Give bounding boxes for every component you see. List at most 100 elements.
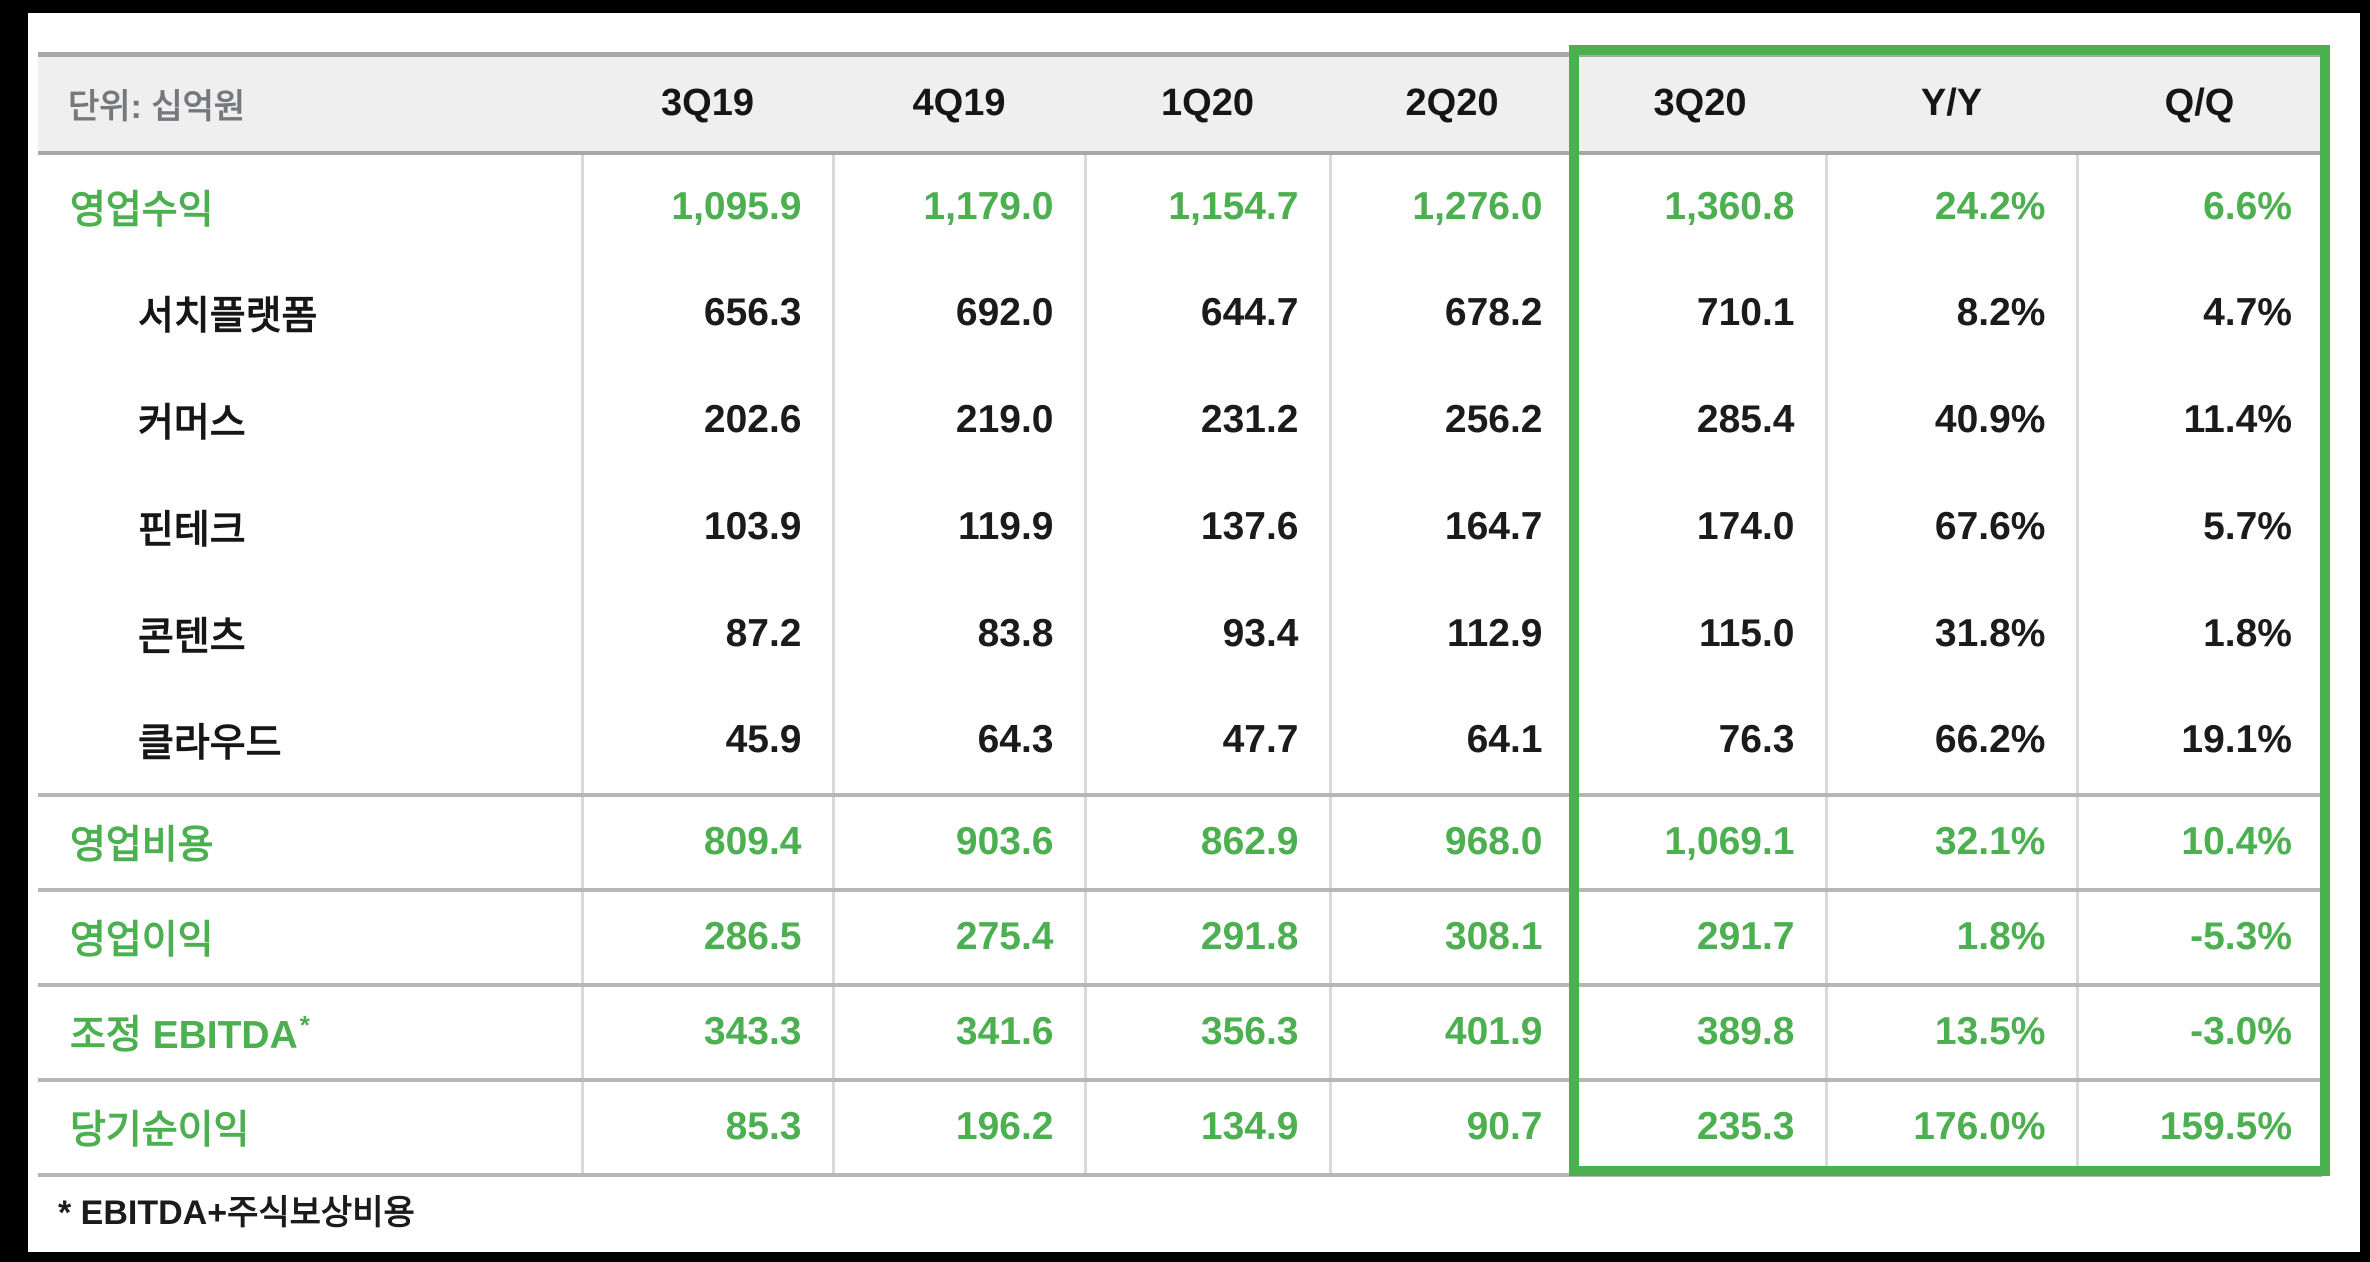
table-row: 당기순이익 85.3 196.2 134.9 90.7 235.3 176.0% 159.5% (38, 1077, 2322, 1177)
cell-value: 159.5% (2075, 1077, 2322, 1177)
cell-value: 231.2 (1083, 366, 1330, 474)
table-row: 영업비용 809.4 903.6 862.9 968.0 1,069.1 32.1% 10.4… (38, 792, 2322, 890)
cell-value: 275.4 (831, 887, 1085, 985)
cell-value: 389.8 (1572, 982, 1826, 1080)
row-label: 영업수익 (70, 189, 214, 232)
row-label: 콘텐츠 (138, 616, 246, 659)
cell-value: 31.8% (1824, 580, 2077, 688)
table-row: 콘텐츠 87.2 83.8 93.4 112.9 115.0 31.8% 1.8% (38, 580, 2322, 688)
row-label: 핀테크 (138, 509, 246, 552)
header-row: 단위: 십억원 3Q19 4Q19 1Q20 2Q20 3Q20 Y/Y Q/Q (38, 52, 2322, 155)
cell-value: 45.9 (580, 687, 833, 795)
cell-value: 137.6 (1083, 473, 1330, 581)
cell-value: 1.8% (1824, 887, 2077, 985)
cell-value: 291.8 (1083, 887, 1330, 985)
footnote: * EBITDA+주식보상비용 (58, 1194, 415, 1232)
cell-value: 285.4 (1572, 366, 1826, 474)
cell-value: 1,360.8 (1572, 152, 1826, 260)
row-label: 커머스 (138, 402, 246, 445)
cell-value: 176.0% (1824, 1077, 2077, 1177)
cell-value: 90.7 (1328, 1077, 1574, 1177)
col-header-3q19: 3Q19 (582, 52, 833, 155)
cell-value: 13.5% (1824, 982, 2077, 1080)
cell-value: 286.5 (580, 887, 833, 985)
cell-value: 4.7% (2075, 259, 2322, 367)
cell-value: 903.6 (831, 792, 1085, 890)
cell-value: 235.3 (1572, 1077, 1826, 1177)
table-row: 커머스 202.6 219.0 231.2 256.2 285.4 40.9% 11.4% (38, 366, 2322, 474)
cell-value: 6.6% (2075, 152, 2322, 260)
cell-value: 11.4% (2075, 366, 2322, 474)
report-sheet: 단위: 십억원 3Q19 4Q19 1Q20 2Q20 3Q20 Y/Y Q/Q 영업수익 1… (28, 13, 2360, 1252)
cell-value: 1,069.1 (1572, 792, 1826, 890)
cell-value: 1,095.9 (580, 152, 833, 260)
col-header-1q20: 1Q20 (1085, 52, 1330, 155)
cell-value: -3.0% (2075, 982, 2322, 1080)
cell-value: 24.2% (1824, 152, 2077, 260)
row-label: 클라우드 (138, 722, 282, 765)
financial-table: 단위: 십억원 3Q19 4Q19 1Q20 2Q20 3Q20 Y/Y Q/Q 영업수익 1… (38, 52, 2322, 1177)
col-header-3q20: 3Q20 (1574, 52, 1826, 155)
cell-value: 66.2% (1824, 687, 2077, 795)
cell-value: 134.9 (1083, 1077, 1330, 1177)
table-row: 서치플랫폼 656.3 692.0 644.7 678.2 710.1 8.2% 4.7% (38, 259, 2322, 367)
cell-value: 710.1 (1572, 259, 1826, 367)
cell-value: 256.2 (1328, 366, 1574, 474)
cell-value: 64.3 (831, 687, 1085, 795)
cell-value: 862.9 (1083, 792, 1330, 890)
cell-value: 343.3 (580, 982, 833, 1080)
row-label: 영업비용 (38, 792, 582, 890)
table-row: 클라우드 45.9 64.3 47.7 64.1 76.3 66.2% 19.1% (38, 687, 2322, 795)
col-header-2q20: 2Q20 (1330, 52, 1574, 155)
cell-value: 85.3 (580, 1077, 833, 1177)
cell-value: 678.2 (1328, 259, 1574, 367)
cell-value: 119.9 (831, 473, 1085, 581)
table-body: 영업수익 1,095.9 1,179.0 1,154.7 1,276.0 1,360.8 2… (38, 152, 2322, 1177)
cell-value: 164.7 (1328, 473, 1574, 581)
cell-value: 644.7 (1083, 259, 1330, 367)
cell-value: 656.3 (580, 259, 833, 367)
cell-value: 5.7% (2075, 473, 2322, 581)
cell-value: 809.4 (580, 792, 833, 890)
cell-value: 356.3 (1083, 982, 1330, 1080)
cell-value: 1.8% (2075, 580, 2322, 688)
cell-value: 93.4 (1083, 580, 1330, 688)
cell-value: 87.2 (580, 580, 833, 688)
cell-value: 115.0 (1572, 580, 1826, 688)
cell-value: 10.4% (2075, 792, 2322, 890)
cell-value: 19.1% (2075, 687, 2322, 795)
row-label: 당기순이익 (38, 1077, 582, 1177)
col-header-q-q: Q/Q (2077, 52, 2322, 155)
cell-value: 196.2 (831, 1077, 1085, 1177)
cell-value: 1,179.0 (831, 152, 1085, 260)
cell-value: 67.6% (1824, 473, 2077, 581)
cell-value: -5.3% (2075, 887, 2322, 985)
cell-value: 112.9 (1328, 580, 1574, 688)
cell-value: 341.6 (831, 982, 1085, 1080)
cell-value: 83.8 (831, 580, 1085, 688)
cell-value: 202.6 (580, 366, 833, 474)
row-label: 영업이익 (38, 887, 582, 985)
cell-value: 64.1 (1328, 687, 1574, 795)
cell-value: 1,276.0 (1328, 152, 1574, 260)
cell-value: 32.1% (1824, 792, 2077, 890)
cell-value: 401.9 (1328, 982, 1574, 1080)
cell-value: 308.1 (1328, 887, 1574, 985)
cell-value: 1,154.7 (1083, 152, 1330, 260)
cell-value: 291.7 (1572, 887, 1826, 985)
col-header-y-y: Y/Y (1826, 52, 2077, 155)
cell-value: 692.0 (831, 259, 1085, 367)
cell-value: 47.7 (1083, 687, 1330, 795)
cell-value: 103.9 (580, 473, 833, 581)
unit-label: 단위: 십억원 (38, 52, 582, 155)
cell-value: 76.3 (1572, 687, 1826, 795)
table-row: 핀테크 103.9 119.9 137.6 164.7 174.0 67.6% 5.7% (38, 473, 2322, 581)
cell-value: 8.2% (1824, 259, 2077, 367)
cell-value: 40.9% (1824, 366, 2077, 474)
cell-value: 968.0 (1328, 792, 1574, 890)
table-row: 조정 EBITDA* 343.3 341.6 356.3 401.9 389.8 13.5%… (38, 982, 2322, 1080)
cell-value: 219.0 (831, 366, 1085, 474)
table-row: 영업수익 1,095.9 1,179.0 1,154.7 1,276.0 1,360.8 2… (38, 152, 2322, 260)
col-header-4q19: 4Q19 (833, 52, 1085, 155)
